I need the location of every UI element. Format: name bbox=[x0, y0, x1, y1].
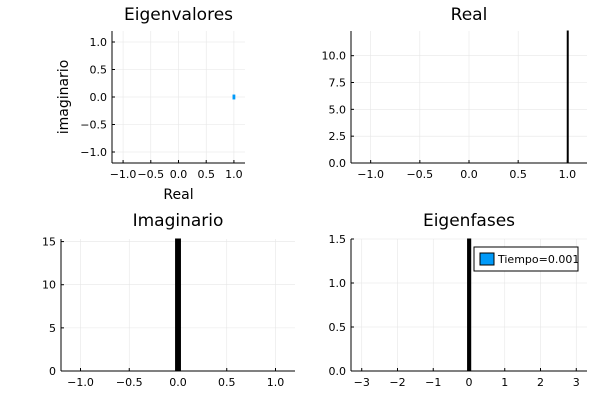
imaginario-title: Imaginario bbox=[133, 211, 224, 231]
eigenvalores-x-tick-label-1: −0.5 bbox=[137, 168, 164, 181]
real-bar-0 bbox=[567, 31, 568, 163]
eigenvalores-y-tick-label-4: 1.0 bbox=[90, 36, 108, 49]
real-y-tick-label-4: 10.0 bbox=[322, 50, 347, 63]
eigenfases-y-tick-label-3: 1.5 bbox=[329, 233, 347, 246]
imaginario-x-tick-label-3: 0.5 bbox=[218, 376, 236, 389]
eigenfases-y-tick-label-1: 0.5 bbox=[329, 321, 347, 334]
imaginario-y-tick-label-3: 15 bbox=[42, 236, 56, 249]
eigenfases-x-tick-label-6: 3 bbox=[573, 376, 580, 389]
eigenvalores-x-label: Real bbox=[163, 187, 193, 203]
real-y-tick-label-3: 7.5 bbox=[329, 77, 347, 90]
eigenvalores-title: Eigenvalores bbox=[124, 5, 233, 25]
eigenfases-legend: Tiempo=0.001 bbox=[474, 247, 579, 271]
eigenvalores-x-tick-label-3: 0.5 bbox=[197, 168, 215, 181]
eigenfases-x-tick-label-1: −2 bbox=[389, 376, 405, 389]
eigenvalores-x-tick-label-2: 0.0 bbox=[170, 168, 188, 181]
eigenfases-y-tick-label-2: 1.0 bbox=[329, 277, 347, 290]
eigenvalores-y-label: imaginario bbox=[56, 60, 72, 135]
panel-eigenfases: −3 −2 −1 0 1 2 3 0.0 0.5 1.0 1.5 Eigenfases Tiempo=0… bbox=[329, 211, 588, 389]
eigenfases-legend-entry-0: Tiempo=0.001 bbox=[497, 253, 579, 266]
eigenfases-x-tick-label-3: 0 bbox=[466, 376, 473, 389]
eigenvalores-point-0 bbox=[233, 95, 235, 99]
eigenfases-x-tick-label-0: −3 bbox=[354, 376, 370, 389]
imaginario-bar-4 bbox=[179, 239, 180, 371]
panel-imaginario: −1.0 −0.5 0.0 0.5 1.0 0 5 10 15 Imaginario bbox=[42, 211, 295, 389]
imaginario-x-tick-label-2: 0.0 bbox=[169, 376, 187, 389]
eigenvalores-y-tick-label-3: 0.5 bbox=[90, 64, 108, 77]
real-title: Real bbox=[451, 5, 488, 25]
imaginario-y-tick-label-0: 0 bbox=[49, 365, 56, 378]
real-x-tick-label-2: 0.0 bbox=[460, 168, 478, 181]
imaginario-x-tick-label-4: 1.0 bbox=[267, 376, 285, 389]
real-x-tick-label-3: 0.5 bbox=[509, 168, 527, 181]
real-x-tick-label-1: −0.5 bbox=[406, 168, 433, 181]
real-x-tick-label-0: −1.0 bbox=[357, 168, 384, 181]
eigenvalores-y-tick-label-2: 0.0 bbox=[90, 91, 108, 104]
imaginario-x-tick-label-1: −0.5 bbox=[116, 376, 143, 389]
eigenfases-x-tick-label-2: −1 bbox=[425, 376, 441, 389]
eigenfases-y-tick-label-0: 0.0 bbox=[329, 365, 347, 378]
real-y-tick-label-0: 0.0 bbox=[329, 157, 347, 170]
eigenvalores-x-tick-label-0: −1.0 bbox=[110, 168, 137, 181]
eigenvalores-y-tick-label-0: −1.0 bbox=[80, 146, 107, 159]
eigenfases-legend-swatch-0 bbox=[480, 253, 494, 265]
panel-eigenvalores: −1.0 −0.5 0.0 0.5 1.0−1.0−0.50.00.51.0Eigenv… bbox=[56, 5, 245, 203]
eigenfases-x-tick-label-5: 2 bbox=[537, 376, 544, 389]
eigenvalores-y-tick-label-1: −0.5 bbox=[80, 119, 107, 132]
imaginario-y-tick-label-2: 10 bbox=[42, 279, 56, 292]
eigenfases-title: Eigenfases bbox=[423, 211, 515, 231]
eigenfases-x-tick-label-4: 1 bbox=[501, 376, 508, 389]
real-y-tick-label-2: 5.0 bbox=[329, 103, 347, 116]
eigenvalores-x-tick-label-4: 1.0 bbox=[225, 168, 243, 181]
real-y-tick-label-1: 2.5 bbox=[329, 130, 347, 143]
eigenfases-bar-3 bbox=[470, 239, 471, 371]
imaginario-x-tick-label-0: −1.0 bbox=[67, 376, 94, 389]
imaginario-y-tick-label-1: 5 bbox=[49, 322, 56, 335]
real-x-tick-label-4: 1.0 bbox=[559, 168, 577, 181]
panel-real: −1.0 −0.5 0.0 0.5 1.0 0.0 2.5 5.0 7.5 10.0 Real bbox=[322, 5, 588, 181]
